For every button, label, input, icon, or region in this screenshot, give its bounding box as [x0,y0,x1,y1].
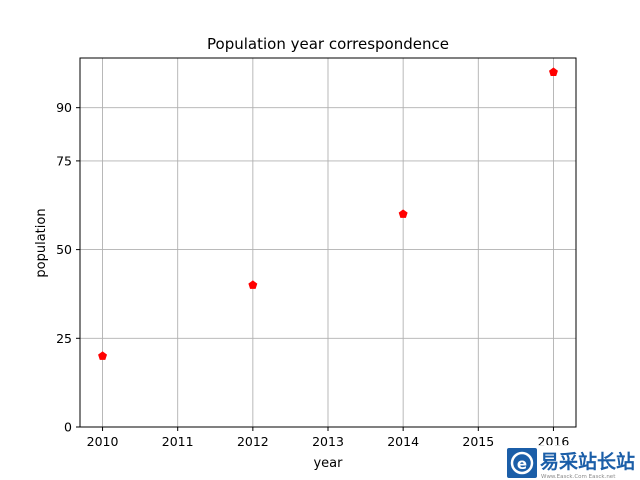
e-logo-icon: e [507,448,537,478]
data-point [248,280,258,289]
watermark-text: 易采站长站 [540,450,635,473]
x-axis-ticks: 2010 2011 2012 2013 2014 2015 2016 [87,427,569,449]
x-tick-label: 2011 [162,434,194,449]
x-tick-label: 2010 [87,434,119,449]
x-tick-label: 2013 [312,434,344,449]
y-tick-label: 50 [56,242,72,257]
data-point [548,67,558,76]
y-axis-ticks: 0 25 50 75 90 [56,100,80,435]
y-axis-label: population [34,208,49,277]
chart-title: Population year correspondence [207,35,449,53]
y-tick-label: 90 [56,100,72,115]
svg-text:e: e [517,455,527,473]
y-tick-label: 0 [64,420,72,435]
y-tick-label: 75 [56,153,72,168]
watermark-subtext: Www.Easck.Com Easck.net [541,474,616,480]
data-point [98,351,108,360]
watermark: e 易采站长站 Www.Easck.Com Easck.net [503,445,640,480]
y-tick-label: 25 [56,331,72,346]
grid [80,58,576,428]
x-tick-label: 2014 [387,434,419,449]
data-point [398,209,408,218]
x-tick-label: 2015 [462,434,494,449]
data-points [98,67,558,360]
x-tick-label: 2012 [237,434,269,449]
x-axis-label: year [313,456,343,471]
